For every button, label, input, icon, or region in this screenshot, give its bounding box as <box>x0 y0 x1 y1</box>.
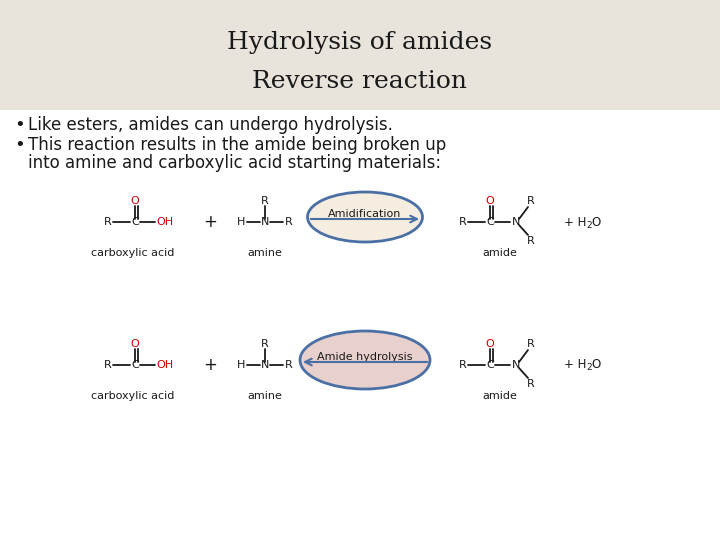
Text: H: H <box>237 217 246 227</box>
Text: R: R <box>261 339 269 349</box>
Text: C: C <box>486 360 494 370</box>
Text: amide: amide <box>482 248 518 258</box>
Text: amine: amine <box>248 248 282 258</box>
Text: H: H <box>237 360 246 370</box>
Text: R: R <box>459 360 467 370</box>
Text: + H: + H <box>564 215 586 228</box>
Text: amine: amine <box>248 391 282 401</box>
Text: O: O <box>591 215 600 228</box>
Text: N: N <box>261 217 269 227</box>
Text: R: R <box>285 360 293 370</box>
Text: + H: + H <box>564 359 586 372</box>
Bar <box>0 0 720 110</box>
Text: Amide hydrolysis: Amide hydrolysis <box>318 352 413 362</box>
Text: R: R <box>285 217 293 227</box>
Text: OH: OH <box>156 217 174 227</box>
Text: R: R <box>527 196 535 206</box>
Text: This reaction results in the amide being broken up: This reaction results in the amide being… <box>28 136 446 154</box>
Text: •: • <box>14 136 24 154</box>
Text: R: R <box>527 236 535 246</box>
Text: N: N <box>512 217 520 227</box>
Text: R: R <box>261 196 269 206</box>
Text: O: O <box>485 339 495 349</box>
Text: Like esters, amides can undergo hydrolysis.: Like esters, amides can undergo hydrolys… <box>28 116 393 134</box>
Text: •: • <box>14 116 24 134</box>
Text: Amidification: Amidification <box>328 209 402 219</box>
Text: C: C <box>131 217 139 227</box>
Text: +: + <box>203 356 217 374</box>
Text: 2: 2 <box>586 363 592 373</box>
Text: R: R <box>527 339 535 349</box>
Ellipse shape <box>300 331 430 389</box>
Text: OH: OH <box>156 360 174 370</box>
Text: N: N <box>512 360 520 370</box>
Text: C: C <box>131 360 139 370</box>
Text: amide: amide <box>482 391 518 401</box>
Text: 2: 2 <box>586 220 592 230</box>
Text: carboxylic acid: carboxylic acid <box>91 248 175 258</box>
Text: O: O <box>485 196 495 206</box>
Text: C: C <box>486 217 494 227</box>
Text: into amine and carboxylic acid starting materials:: into amine and carboxylic acid starting … <box>28 154 441 172</box>
Text: O: O <box>130 339 140 349</box>
Text: O: O <box>591 359 600 372</box>
Text: O: O <box>130 196 140 206</box>
Text: carboxylic acid: carboxylic acid <box>91 391 175 401</box>
Text: +: + <box>203 213 217 231</box>
Text: R: R <box>104 217 112 227</box>
Text: Hydrolysis of amides: Hydrolysis of amides <box>228 31 492 55</box>
Text: R: R <box>104 360 112 370</box>
Text: R: R <box>527 379 535 389</box>
Text: Reverse reaction: Reverse reaction <box>253 71 467 93</box>
Text: R: R <box>459 217 467 227</box>
Ellipse shape <box>307 192 423 242</box>
Text: N: N <box>261 360 269 370</box>
